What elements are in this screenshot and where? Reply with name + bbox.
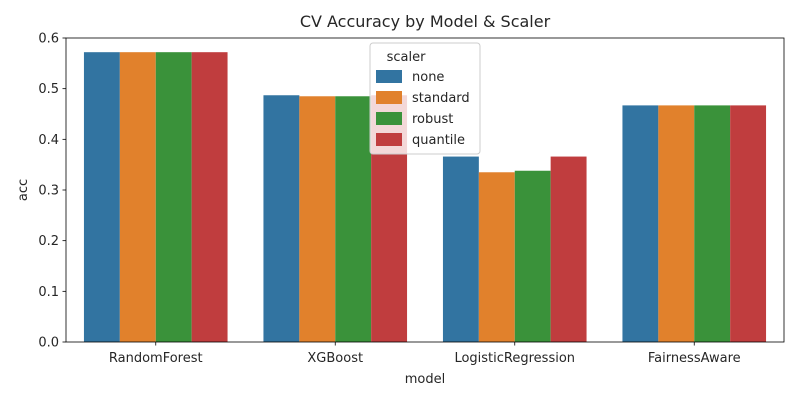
y-tick-label: 0.0 xyxy=(38,336,59,351)
bar-XGBoost-robust xyxy=(335,96,372,343)
x-tick-label: LogisticRegression xyxy=(454,351,575,366)
bar-RandomForest-quantile xyxy=(191,52,228,342)
y-tick-label: 0.6 xyxy=(38,32,59,47)
legend-label-robust: robust xyxy=(412,112,453,127)
y-tick-label: 0.1 xyxy=(38,285,59,300)
legend-swatch-robust xyxy=(376,112,402,125)
legend-label-standard: standard xyxy=(412,91,470,106)
legend-label-none: none xyxy=(412,70,444,85)
plot-area: 0.0 0.1 0.2 0.3 0.4 0.5 0.6 RandomForest XGBoost… xyxy=(38,32,785,366)
x-axis-title: model xyxy=(405,372,445,387)
legend-swatch-quantile xyxy=(376,133,402,146)
legend-title: scaler xyxy=(387,50,426,65)
y-tick-label: 0.2 xyxy=(38,234,59,249)
x-tick-label: RandomForest xyxy=(109,351,203,366)
chart-title: CV Accuracy by Model & Scaler xyxy=(300,12,551,31)
legend-swatch-standard xyxy=(376,91,402,104)
x-tick-label: FairnessAware xyxy=(648,351,741,366)
bar-XGBoost-none xyxy=(263,95,300,343)
bar-RandomForest-none xyxy=(83,52,120,342)
bar-RandomForest-standard xyxy=(119,52,156,342)
bar-FairnessAware-none xyxy=(622,105,659,343)
bar-FairnessAware-quantile xyxy=(730,105,767,343)
y-tick-label: 0.4 xyxy=(38,133,59,148)
bar-FairnessAware-robust xyxy=(694,105,731,343)
bar-LogisticRegression-standard xyxy=(478,172,515,342)
bar-XGBoost-standard xyxy=(299,96,336,343)
x-tick-label: XGBoost xyxy=(307,351,363,366)
bar-LogisticRegression-robust xyxy=(514,170,551,342)
legend: scaler none standard robust quantile xyxy=(369,42,481,155)
y-tick-label: 0.3 xyxy=(38,184,59,199)
legend-swatch-none xyxy=(376,70,402,83)
bar-FairnessAware-standard xyxy=(658,105,695,343)
legend-label-quantile: quantile xyxy=(412,133,465,148)
bar-RandomForest-robust xyxy=(155,52,192,342)
bar-LogisticRegression-quantile xyxy=(550,156,587,342)
y-tick-label: 0.5 xyxy=(38,82,59,97)
bar-LogisticRegression-none xyxy=(442,156,479,342)
y-axis-title: acc xyxy=(16,179,31,201)
